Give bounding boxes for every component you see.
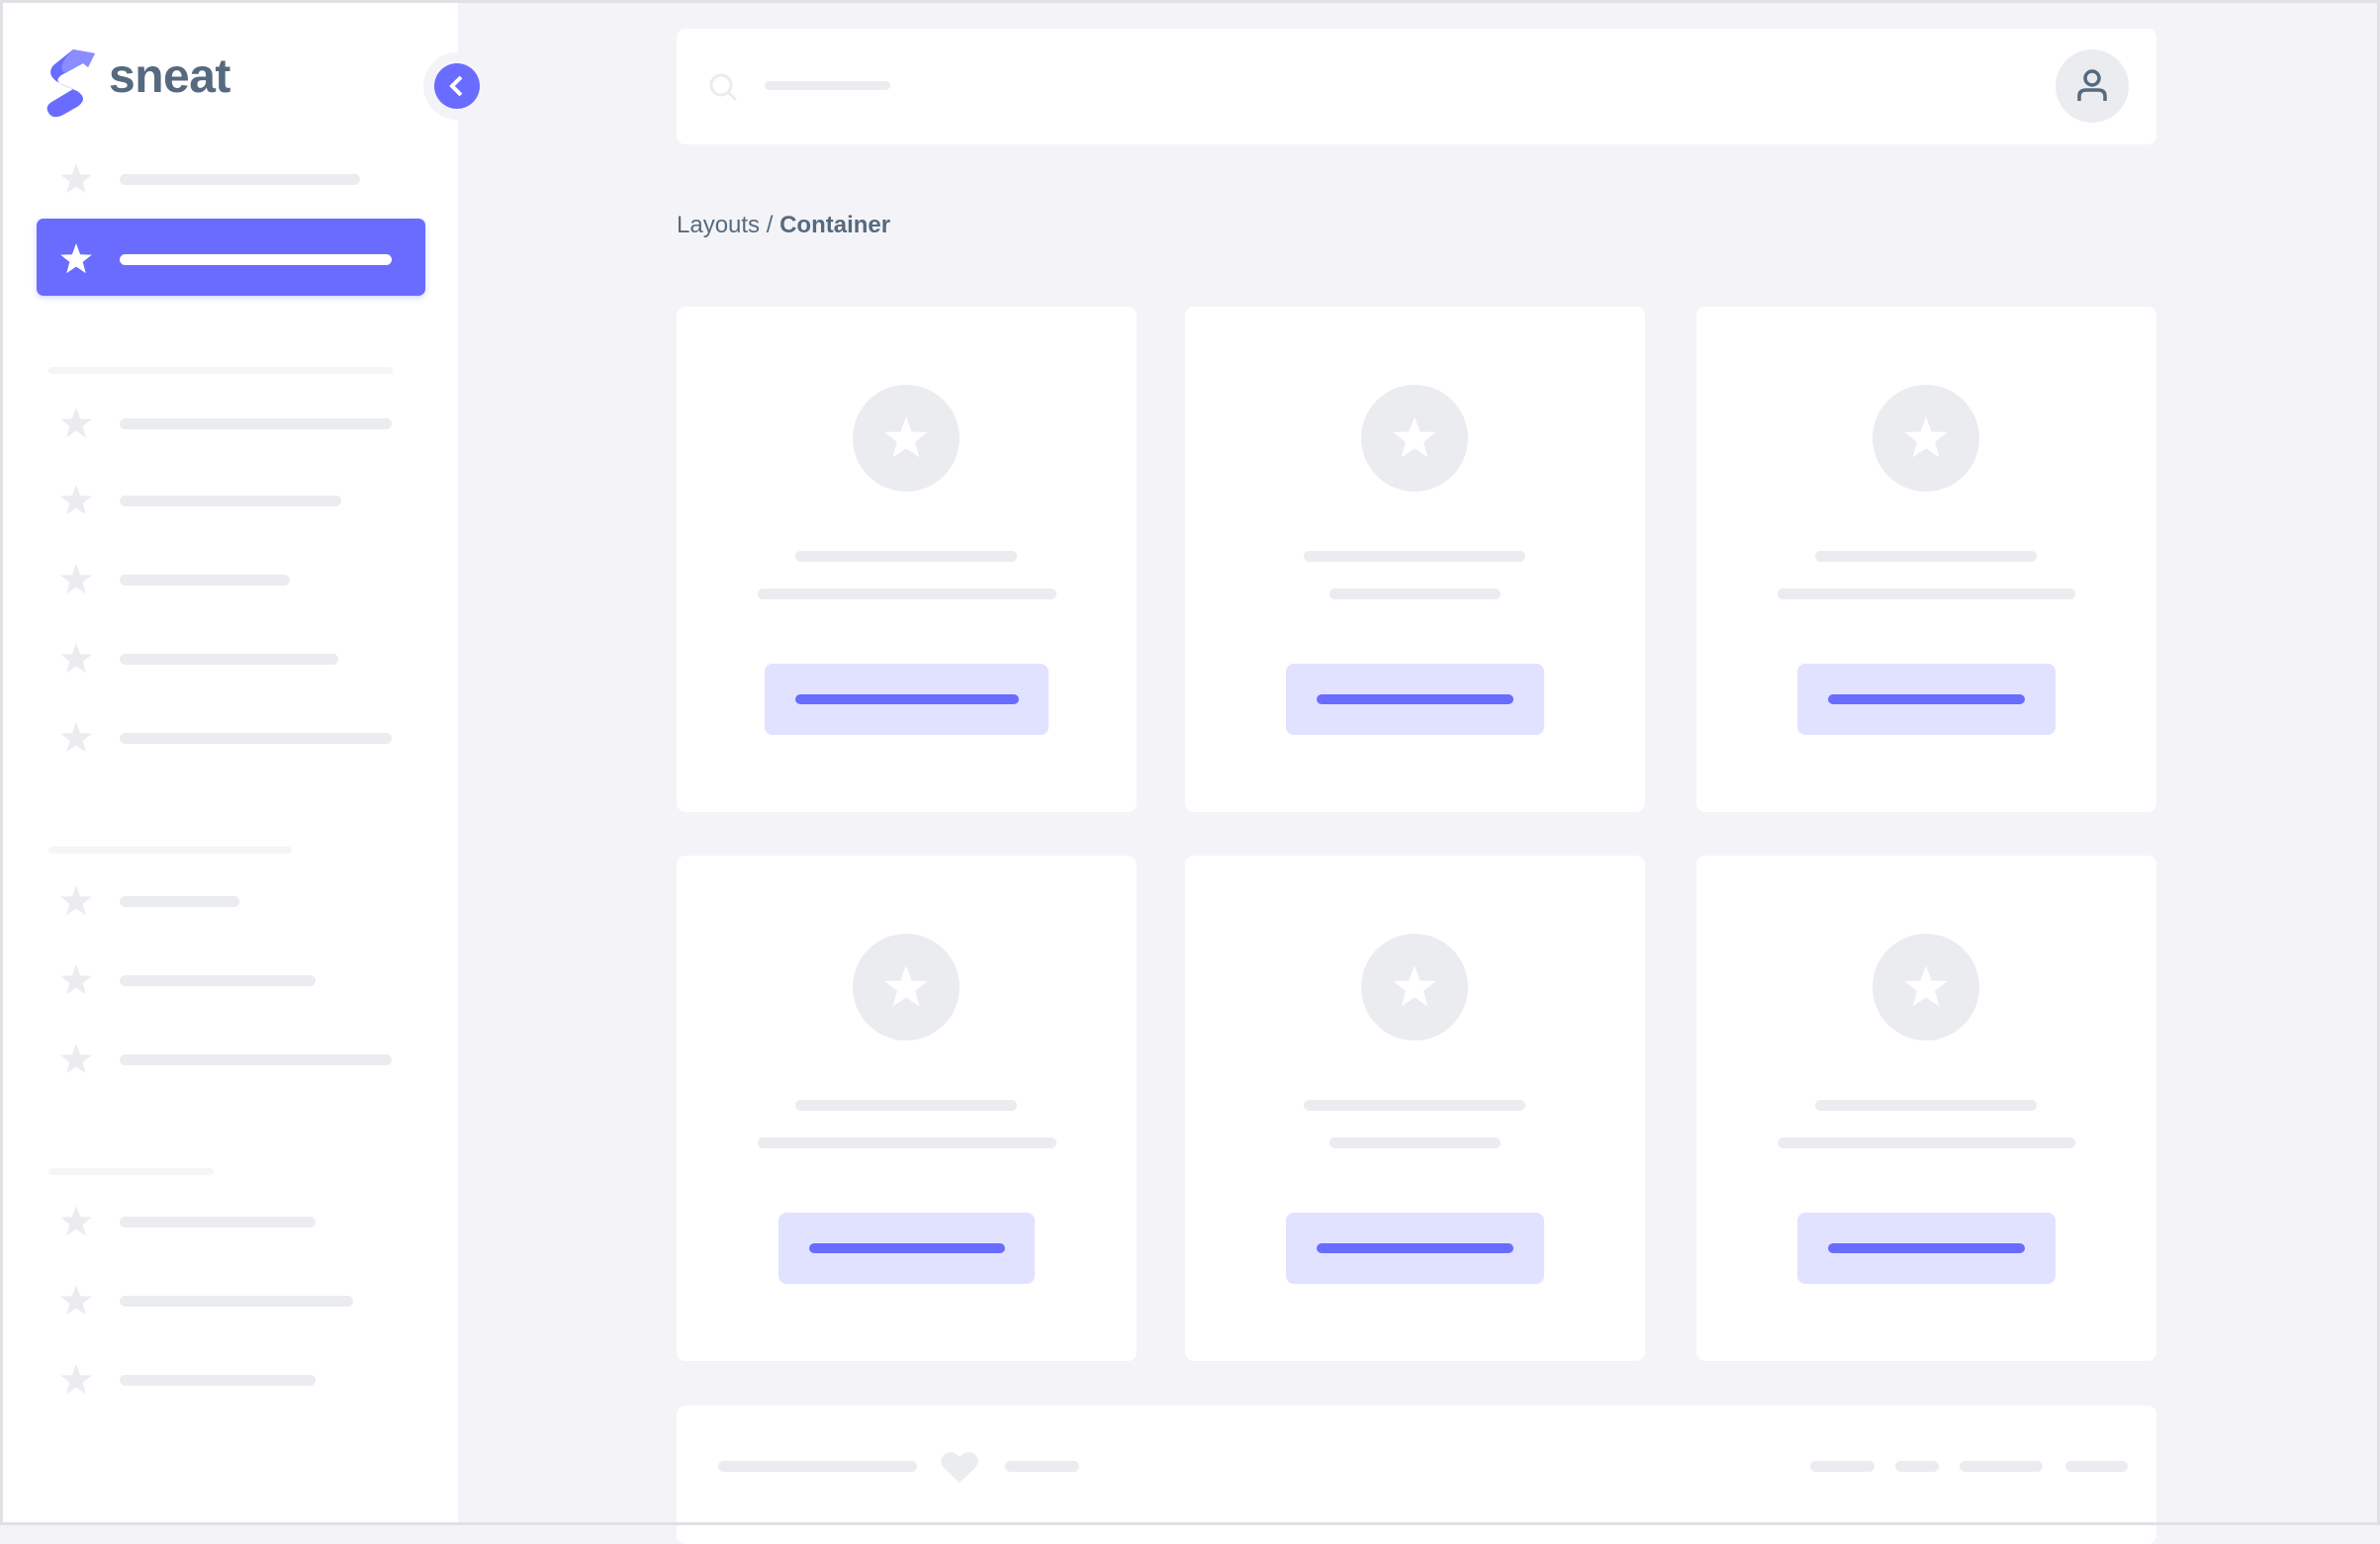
footer-link[interactable] [1960,1461,2043,1472]
top-navbar [677,29,2156,144]
sidebar-item[interactable] [120,654,338,665]
card [1696,307,2156,812]
breadcrumb-separator: / [760,212,780,238]
star-icon [57,640,95,678]
sidebar-item[interactable] [120,174,360,185]
chevron-left-icon [434,63,480,109]
card-title [1815,551,2037,562]
card-text [1778,1137,2075,1148]
card-button-label [1317,694,1513,704]
star-icon [57,961,95,999]
star-icon [57,160,95,198]
star-icon [57,1361,95,1399]
sidebar-section-header [48,367,393,374]
footer [677,1406,2156,1544]
star-icon [57,405,95,442]
footer-link[interactable] [1895,1461,1939,1472]
card-button[interactable] [765,664,1049,735]
card-title [1304,551,1525,562]
card-button[interactable] [1797,1213,2056,1284]
card [1696,856,2156,1361]
breadcrumb-parent[interactable]: Layouts [677,212,761,238]
sidebar-item[interactable] [120,1054,392,1065]
star-icon [57,882,95,920]
card-icon [1361,934,1468,1041]
breadcrumb: Layouts / Container [677,212,890,239]
card-icon [853,385,960,492]
sidebar-item[interactable] [120,733,392,744]
card-icon [1873,385,1979,492]
star-icon [57,1203,95,1240]
star-icon [57,561,95,598]
star-icon [57,719,95,757]
card-icon [1361,385,1468,492]
card-button[interactable] [1286,1213,1544,1284]
footer-author-link[interactable] [1005,1461,1079,1472]
card [1185,856,1645,1361]
footer-link[interactable] [2065,1461,2128,1472]
card-text [757,1137,1056,1148]
star-icon [57,482,95,519]
brand-name: sneat [109,50,230,103]
breadcrumb-current: Container [779,212,891,238]
star-icon [57,1041,95,1078]
heart-icon [941,1452,978,1483]
collapse-button[interactable] [423,52,491,120]
card-button-label [1828,1243,2025,1253]
card-text [1329,1137,1501,1148]
sidebar-item[interactable] [120,575,290,586]
sidebar-item[interactable] [120,1296,353,1307]
card-icon [853,934,960,1041]
sidebar-section-header [48,847,292,854]
card-button-label [808,1243,1005,1253]
sidebar-item[interactable] [120,896,239,907]
card-button-label [1317,1243,1513,1253]
footer-text [718,1461,917,1472]
card-button[interactable] [1286,664,1544,735]
card-icon [1873,934,1979,1041]
user-icon [2077,69,2107,101]
logo [44,45,99,119]
avatar[interactable] [2056,49,2129,123]
sidebar: sneat [0,0,491,1525]
card [677,856,1137,1361]
star-icon [57,1282,95,1319]
sidebar-item[interactable] [120,1375,316,1386]
search-input[interactable] [765,81,890,90]
card-title [795,1100,1017,1111]
card [1185,307,1645,812]
card-button-label [794,694,1019,704]
card-text [1329,589,1501,599]
sidebar-section-header [48,1168,214,1175]
star-icon [57,240,95,278]
card [677,307,1137,812]
card-button[interactable] [1797,664,2056,735]
sidebar-item[interactable] [120,975,316,986]
card-button-label [1828,694,2025,704]
card-text [757,589,1056,599]
search-icon[interactable] [708,72,740,104]
card-title [1304,1100,1525,1111]
card-text [1778,589,2075,599]
card-button[interactable] [778,1213,1035,1284]
footer-link[interactable] [1810,1461,1875,1472]
sidebar-item[interactable] [120,418,392,429]
card-title [1815,1100,2037,1111]
sidebar-item[interactable] [120,1217,316,1227]
sidebar-item[interactable] [120,254,392,265]
card-title [795,551,1017,562]
sidebar-item[interactable] [120,496,341,506]
